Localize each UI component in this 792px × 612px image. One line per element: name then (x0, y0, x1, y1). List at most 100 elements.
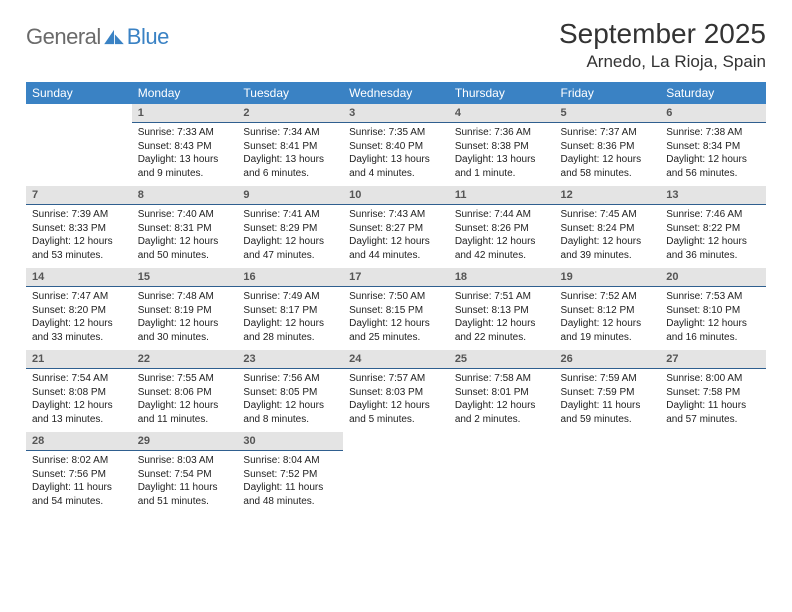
day-number: 18 (449, 268, 555, 287)
sunset-line: Sunset: 8:31 PM (138, 222, 232, 236)
sunset-line: Sunset: 8:01 PM (455, 386, 549, 400)
sunset-line: Sunset: 8:27 PM (349, 222, 443, 236)
calendar-cell: 29Sunrise: 8:03 AMSunset: 7:54 PMDayligh… (132, 432, 238, 514)
weekday-monday: Monday (132, 82, 238, 104)
month-title: September 2025 (559, 18, 766, 50)
day-details: Sunrise: 7:43 AMSunset: 8:27 PMDaylight:… (343, 205, 449, 268)
day-details: Sunrise: 7:39 AMSunset: 8:33 PMDaylight:… (26, 205, 132, 268)
daylight-line: Daylight: 12 hours and 8 minutes. (243, 399, 337, 426)
sunrise-line: Sunrise: 7:36 AM (455, 126, 549, 140)
calendar-cell: 13Sunrise: 7:46 AMSunset: 8:22 PMDayligh… (660, 186, 766, 268)
sunset-line: Sunset: 8:20 PM (32, 304, 126, 318)
day-number: 10 (343, 186, 449, 205)
calendar-cell-empty (660, 432, 766, 514)
daylight-line: Daylight: 12 hours and 28 minutes. (243, 317, 337, 344)
sunset-line: Sunset: 8:05 PM (243, 386, 337, 400)
day-number: 6 (660, 104, 766, 123)
day-details: Sunrise: 7:54 AMSunset: 8:08 PMDaylight:… (26, 369, 132, 432)
sunset-line: Sunset: 8:29 PM (243, 222, 337, 236)
sunrise-line: Sunrise: 7:39 AM (32, 208, 126, 222)
day-number: 21 (26, 350, 132, 369)
calendar-cell: 27Sunrise: 8:00 AMSunset: 7:58 PMDayligh… (660, 350, 766, 432)
day-details: Sunrise: 7:58 AMSunset: 8:01 PMDaylight:… (449, 369, 555, 432)
sunrise-line: Sunrise: 7:44 AM (455, 208, 549, 222)
day-number: 8 (132, 186, 238, 205)
day-details: Sunrise: 7:36 AMSunset: 8:38 PMDaylight:… (449, 123, 555, 186)
calendar-cell: 19Sunrise: 7:52 AMSunset: 8:12 PMDayligh… (555, 268, 661, 350)
calendar-cell-empty (343, 432, 449, 514)
sunset-line: Sunset: 7:56 PM (32, 468, 126, 482)
daylight-line: Daylight: 12 hours and 25 minutes. (349, 317, 443, 344)
sunrise-line: Sunrise: 7:59 AM (561, 372, 655, 386)
day-number: 3 (343, 104, 449, 123)
sunset-line: Sunset: 8:26 PM (455, 222, 549, 236)
day-number: 1 (132, 104, 238, 123)
day-number: 17 (343, 268, 449, 287)
calendar-cell: 2Sunrise: 7:34 AMSunset: 8:41 PMDaylight… (237, 104, 343, 186)
calendar-cell: 4Sunrise: 7:36 AMSunset: 8:38 PMDaylight… (449, 104, 555, 186)
sunset-line: Sunset: 8:41 PM (243, 140, 337, 154)
sunrise-line: Sunrise: 7:58 AM (455, 372, 549, 386)
daylight-line: Daylight: 12 hours and 22 minutes. (455, 317, 549, 344)
day-details: Sunrise: 7:48 AMSunset: 8:19 PMDaylight:… (132, 287, 238, 350)
sunset-line: Sunset: 8:24 PM (561, 222, 655, 236)
daylight-line: Daylight: 12 hours and 42 minutes. (455, 235, 549, 262)
sunset-line: Sunset: 8:17 PM (243, 304, 337, 318)
day-number: 22 (132, 350, 238, 369)
daylight-line: Daylight: 13 hours and 1 minute. (455, 153, 549, 180)
daylight-line: Daylight: 12 hours and 58 minutes. (561, 153, 655, 180)
daylight-line: Daylight: 13 hours and 6 minutes. (243, 153, 337, 180)
calendar-body: 1Sunrise: 7:33 AMSunset: 8:43 PMDaylight… (26, 104, 766, 514)
calendar-table: Sunday Monday Tuesday Wednesday Thursday… (26, 82, 766, 514)
sunrise-line: Sunrise: 7:41 AM (243, 208, 337, 222)
calendar-cell: 25Sunrise: 7:58 AMSunset: 8:01 PMDayligh… (449, 350, 555, 432)
calendar-cell: 30Sunrise: 8:04 AMSunset: 7:52 PMDayligh… (237, 432, 343, 514)
sunrise-line: Sunrise: 7:56 AM (243, 372, 337, 386)
daylight-line: Daylight: 12 hours and 30 minutes. (138, 317, 232, 344)
calendar-cell: 23Sunrise: 7:56 AMSunset: 8:05 PMDayligh… (237, 350, 343, 432)
calendar-cell: 5Sunrise: 7:37 AMSunset: 8:36 PMDaylight… (555, 104, 661, 186)
calendar-cell: 11 Sunrise: 7:44 AMSunset: 8:26 PMDayligh… (449, 186, 555, 268)
daylight-line: Daylight: 12 hours and 11 minutes. (138, 399, 232, 426)
sunset-line: Sunset: 8:34 PM (666, 140, 760, 154)
calendar-cell-empty (449, 432, 555, 514)
daylight-line: Daylight: 12 hours and 5 minutes. (349, 399, 443, 426)
calendar-cell: 9Sunrise: 7:41 AMSunset: 8:29 PMDaylight… (237, 186, 343, 268)
day-details: Sunrise: 7:46 AMSunset: 8:22 PMDaylight:… (660, 205, 766, 268)
daylight-line: Daylight: 11 hours and 57 minutes. (666, 399, 760, 426)
sunset-line: Sunset: 8:08 PM (32, 386, 126, 400)
calendar-cell: 28Sunrise: 8:02 AMSunset: 7:56 PMDayligh… (26, 432, 132, 514)
daylight-line: Daylight: 12 hours and 44 minutes. (349, 235, 443, 262)
daylight-line: Daylight: 12 hours and 50 minutes. (138, 235, 232, 262)
day-details: Sunrise: 8:00 AMSunset: 7:58 PMDaylight:… (660, 369, 766, 432)
day-number: 9 (237, 186, 343, 205)
sunset-line: Sunset: 8:06 PM (138, 386, 232, 400)
sunset-line: Sunset: 8:10 PM (666, 304, 760, 318)
calendar-cell: 18Sunrise: 7:51 AMSunset: 8:13 PMDayligh… (449, 268, 555, 350)
sunrise-line: Sunrise: 7:34 AM (243, 126, 337, 140)
weekday-friday: Friday (555, 82, 661, 104)
day-details: Sunrise: 7:37 AMSunset: 8:36 PMDaylight:… (555, 123, 661, 186)
weekday-wednesday: Wednesday (343, 82, 449, 104)
day-details: Sunrise: 8:04 AMSunset: 7:52 PMDaylight:… (237, 451, 343, 514)
day-details: Sunrise: 7:49 AMSunset: 8:17 PMDaylight:… (237, 287, 343, 350)
calendar-cell-empty (555, 432, 661, 514)
sunrise-line: Sunrise: 8:03 AM (138, 454, 232, 468)
day-number: 29 (132, 432, 238, 451)
sunrise-line: Sunrise: 7:40 AM (138, 208, 232, 222)
logo-sail-icon (103, 29, 125, 45)
calendar-cell: 17Sunrise: 7:50 AMSunset: 8:15 PMDayligh… (343, 268, 449, 350)
day-number: 30 (237, 432, 343, 451)
day-number: 7 (26, 186, 132, 205)
day-details: Sunrise: 7:55 AMSunset: 8:06 PMDaylight:… (132, 369, 238, 432)
day-number: 11 (449, 186, 555, 205)
day-number: 27 (660, 350, 766, 369)
day-details: Sunrise: 7:47 AMSunset: 8:20 PMDaylight:… (26, 287, 132, 350)
sunrise-line: Sunrise: 7:45 AM (561, 208, 655, 222)
sunset-line: Sunset: 8:38 PM (455, 140, 549, 154)
weekday-saturday: Saturday (660, 82, 766, 104)
calendar-row: 21Sunrise: 7:54 AMSunset: 8:08 PMDayligh… (26, 350, 766, 432)
calendar-cell: 26Sunrise: 7:59 AMSunset: 7:59 PMDayligh… (555, 350, 661, 432)
daylight-line: Daylight: 11 hours and 59 minutes. (561, 399, 655, 426)
sunset-line: Sunset: 8:36 PM (561, 140, 655, 154)
